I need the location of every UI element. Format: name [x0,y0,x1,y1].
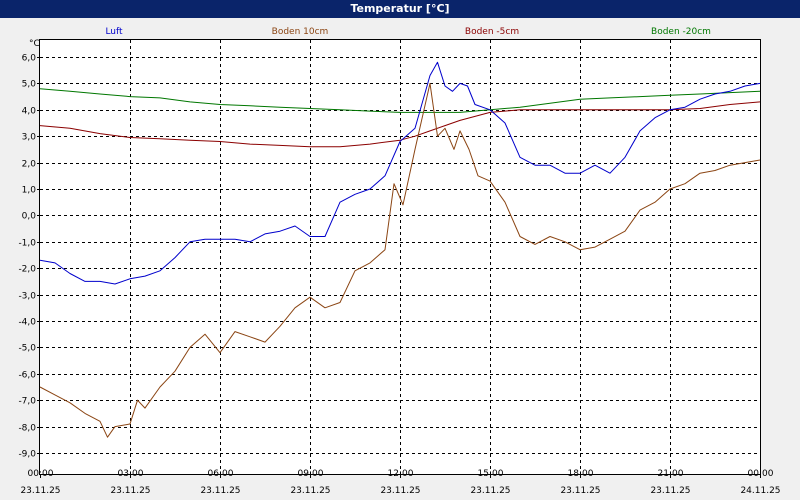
x-tick-date-label: 23.11.25 [380,486,420,496]
x-tick-date-label: 24.11.25 [740,486,780,496]
x-tick-time-label: 18:00 [568,469,594,479]
x-tick-time-label: 03:00 [118,469,144,479]
y-tick-label: -4,0 [18,318,36,328]
legend-entry: Boden -5cm [465,27,519,37]
y-tick-label: 2,0 [22,160,37,170]
x-tick-time-label: 15:00 [478,469,504,479]
legend-entry: Boden -20cm [651,27,711,37]
x-tick-date-label: 23.11.25 [20,486,60,496]
y-axis: 6,0 5,0 4,0 3,0 2,0 1,0 0,0 -1,0 -2,0 -3,0 -4,0 -5,… [18,54,40,460]
series-line-boden-20cm [39,88,761,113]
x-tick-time-label: 06:00 [208,469,234,479]
x-tick-date-label: 23.11.25 [650,486,690,496]
series-lines [39,61,761,438]
x-tick-date-label: 23.11.25 [560,486,600,496]
y-tick-label: -5,0 [18,344,36,354]
y-tick-label: 4,0 [22,107,37,117]
y-tick-label: -8,0 [18,424,36,434]
x-axis: 00:00 23.11.25 03:00 23.11.25 06:00 23.11.25 0… [20,469,780,496]
x-tick-date-label: 23.11.25 [470,486,510,496]
x-tick-time-label: 21:00 [658,469,684,479]
x-tick-time-label: 00:00 [28,469,54,479]
x-tick-date-label: 23.11.25 [200,486,240,496]
y-tick-label: 3,0 [22,133,37,143]
series-line-boden-5cm [39,101,761,148]
series-line-boden-10cm [39,82,761,438]
x-tick-time-label: 09:00 [298,469,324,479]
x-tick-date-label: 23.11.25 [290,486,330,496]
y-tick-label: -9,0 [18,450,36,460]
window-title: Temperatur [°C] [0,0,800,18]
y-tick-label: 6,0 [22,54,37,64]
x-tick-date-label: 23.11.25 [110,486,150,496]
y-tick-label: -7,0 [18,397,36,407]
legend-entry: Boden 10cm [272,27,329,37]
y-tick-label: 1,0 [22,186,37,196]
y-tick-label: -6,0 [18,371,36,381]
legend-entry: Luft [105,27,123,37]
y-tick-label: -1,0 [18,239,36,249]
y-tick-label: -2,0 [18,265,36,275]
x-tick-time-label: 00:00 [748,469,774,479]
x-tick-time-label: 12:00 [388,469,414,479]
temperature-chart: 6,0 5,0 4,0 3,0 2,0 1,0 0,0 -1,0 -2,0 -3,0 -4,0 -5,… [18,27,780,496]
series-line-luft [39,61,761,285]
y-tick-label: 0,0 [22,212,37,222]
legend: Luft Boden 10cm Boden -5cm Boden -20cm [105,27,711,37]
y-axis-unit-label: °C [29,39,40,49]
y-tick-label: -3,0 [18,292,36,302]
y-tick-label: 5,0 [22,80,37,90]
